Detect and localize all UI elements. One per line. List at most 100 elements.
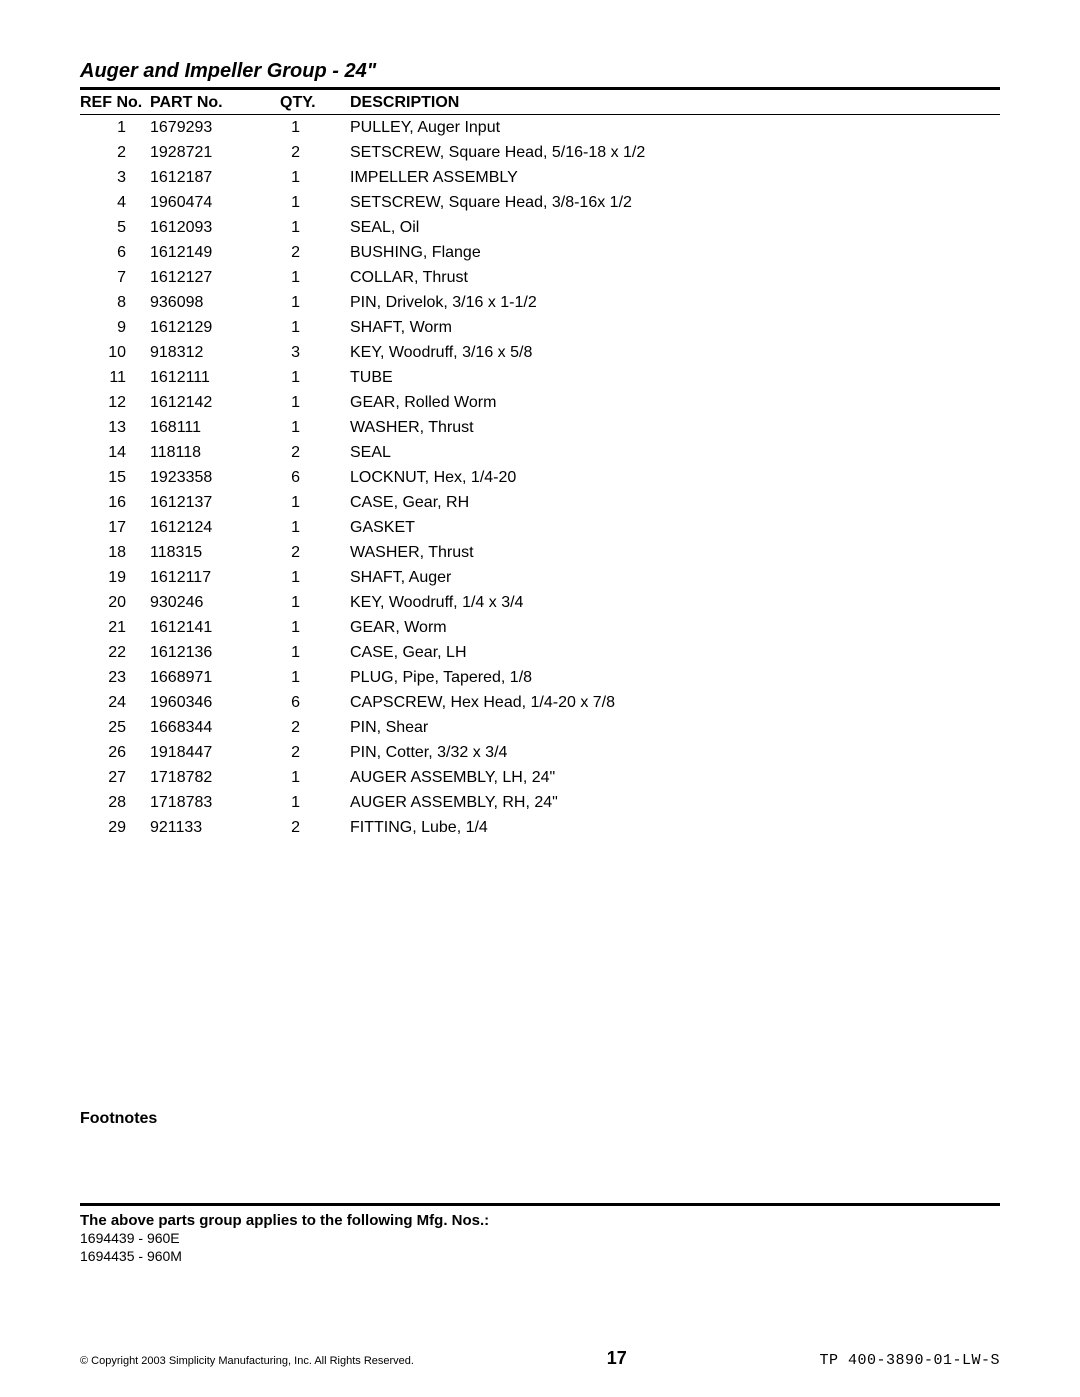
cell-part: 1612129 <box>150 315 280 340</box>
cell-desc: PLUG, Pipe, Tapered, 1/8 <box>350 665 1000 690</box>
col-header-qty: QTY. <box>280 92 350 115</box>
section-title: Auger and Impeller Group - 24" <box>80 60 1000 90</box>
cell-ref: 16 <box>80 490 150 515</box>
table-row: 616121492BUSHING, Flange <box>80 240 1000 265</box>
table-row: 1519233586LOCKNUT, Hex, 1/4-20 <box>80 465 1000 490</box>
table-row: 1116121111TUBE <box>80 365 1000 390</box>
cell-part: 118118 <box>150 440 280 465</box>
table-row: 1916121171SHAFT, Auger <box>80 565 1000 590</box>
cell-part: 1612117 <box>150 565 280 590</box>
cell-ref: 26 <box>80 740 150 765</box>
cell-ref: 25 <box>80 715 150 740</box>
table-row: 2419603466CAPSCREW, Hex Head, 1/4-20 x 7… <box>80 690 1000 715</box>
table-row: 1716121241GASKET <box>80 515 1000 540</box>
cell-ref: 10 <box>80 340 150 365</box>
cell-ref: 20 <box>80 590 150 615</box>
mfg-number-line: 1694435 - 960M <box>80 1247 1000 1265</box>
cell-qty: 1 <box>280 765 350 790</box>
cell-qty: 1 <box>280 115 350 141</box>
cell-qty: 2 <box>280 715 350 740</box>
cell-qty: 1 <box>280 165 350 190</box>
cell-desc: KEY, Woodruff, 3/16 x 5/8 <box>350 340 1000 365</box>
cell-qty: 1 <box>280 515 350 540</box>
table-row: 316121871IMPELLER ASSEMBLY <box>80 165 1000 190</box>
cell-ref: 13 <box>80 415 150 440</box>
cell-qty: 1 <box>280 590 350 615</box>
applies-title: The above parts group applies to the fol… <box>80 1212 1000 1229</box>
cell-part: 1612137 <box>150 490 280 515</box>
cell-part: 930246 <box>150 590 280 615</box>
table-row: 916121291SHAFT, Worm <box>80 315 1000 340</box>
cell-desc: CASE, Gear, RH <box>350 490 1000 515</box>
cell-desc: KEY, Woodruff, 1/4 x 3/4 <box>350 590 1000 615</box>
cell-part: 118315 <box>150 540 280 565</box>
cell-ref: 28 <box>80 790 150 815</box>
cell-desc: PIN, Shear <box>350 715 1000 740</box>
cell-ref: 14 <box>80 440 150 465</box>
cell-ref: 19 <box>80 565 150 590</box>
cell-ref: 23 <box>80 665 150 690</box>
table-row: 419604741SETSCREW, Square Head, 3/8-16x … <box>80 190 1000 215</box>
cell-qty: 2 <box>280 815 350 840</box>
cell-ref: 9 <box>80 315 150 340</box>
cell-desc: SETSCREW, Square Head, 3/8-16x 1/2 <box>350 190 1000 215</box>
table-row: 131681111WASHER, Thrust <box>80 415 1000 440</box>
cell-desc: AUGER ASSEMBLY, LH, 24" <box>350 765 1000 790</box>
cell-qty: 1 <box>280 190 350 215</box>
cell-ref: 2 <box>80 140 150 165</box>
table-header-row: REF No. PART No. QTY. DESCRIPTION <box>80 92 1000 115</box>
cell-qty: 6 <box>280 465 350 490</box>
cell-desc: LOCKNUT, Hex, 1/4-20 <box>350 465 1000 490</box>
cell-ref: 18 <box>80 540 150 565</box>
table-row: 716121271COLLAR, Thrust <box>80 265 1000 290</box>
cell-part: 1612136 <box>150 640 280 665</box>
cell-qty: 1 <box>280 415 350 440</box>
cell-part: 168111 <box>150 415 280 440</box>
cell-ref: 21 <box>80 615 150 640</box>
col-header-desc: DESCRIPTION <box>350 92 1000 115</box>
cell-ref: 22 <box>80 640 150 665</box>
parts-table: REF No. PART No. QTY. DESCRIPTION 116792… <box>80 92 1000 840</box>
cell-part: 921133 <box>150 815 280 840</box>
cell-desc: TUBE <box>350 365 1000 390</box>
table-row: 2516683442PIN, Shear <box>80 715 1000 740</box>
cell-desc: AUGER ASSEMBLY, RH, 24" <box>350 790 1000 815</box>
page: Auger and Impeller Group - 24" REF No. P… <box>0 0 1080 1397</box>
cell-part: 1718782 <box>150 765 280 790</box>
cell-ref: 17 <box>80 515 150 540</box>
cell-part: 1918447 <box>150 740 280 765</box>
cell-desc: SHAFT, Worm <box>350 315 1000 340</box>
cell-part: 1668344 <box>150 715 280 740</box>
cell-part: 936098 <box>150 290 280 315</box>
cell-qty: 1 <box>280 665 350 690</box>
cell-ref: 11 <box>80 365 150 390</box>
cell-part: 1612093 <box>150 215 280 240</box>
cell-desc: WASHER, Thrust <box>350 415 1000 440</box>
cell-desc: GEAR, Worm <box>350 615 1000 640</box>
cell-ref: 6 <box>80 240 150 265</box>
cell-desc: SEAL, Oil <box>350 215 1000 240</box>
cell-part: 1612149 <box>150 240 280 265</box>
cell-desc: SHAFT, Auger <box>350 565 1000 590</box>
cell-ref: 5 <box>80 215 150 240</box>
cell-part: 1612127 <box>150 265 280 290</box>
cell-qty: 2 <box>280 440 350 465</box>
cell-desc: FITTING, Lube, 1/4 <box>350 815 1000 840</box>
cell-ref: 24 <box>80 690 150 715</box>
table-row: 2717187821AUGER ASSEMBLY, LH, 24" <box>80 765 1000 790</box>
cell-part: 1612187 <box>150 165 280 190</box>
cell-part: 1612111 <box>150 365 280 390</box>
cell-qty: 2 <box>280 540 350 565</box>
cell-desc: BUSHING, Flange <box>350 240 1000 265</box>
cell-ref: 3 <box>80 165 150 190</box>
cell-qty: 1 <box>280 565 350 590</box>
table-row: 1616121371CASE, Gear, RH <box>80 490 1000 515</box>
cell-qty: 1 <box>280 640 350 665</box>
col-header-ref: REF No. <box>80 92 150 115</box>
cell-desc: IMPELLER ASSEMBLY <box>350 165 1000 190</box>
cell-desc: CAPSCREW, Hex Head, 1/4-20 x 7/8 <box>350 690 1000 715</box>
table-row: 89360981PIN, Drivelok, 3/16 x 1-1/2 <box>80 290 1000 315</box>
cell-desc: PULLEY, Auger Input <box>350 115 1000 141</box>
footnotes-heading: Footnotes <box>80 1110 1000 1128</box>
cell-ref: 29 <box>80 815 150 840</box>
